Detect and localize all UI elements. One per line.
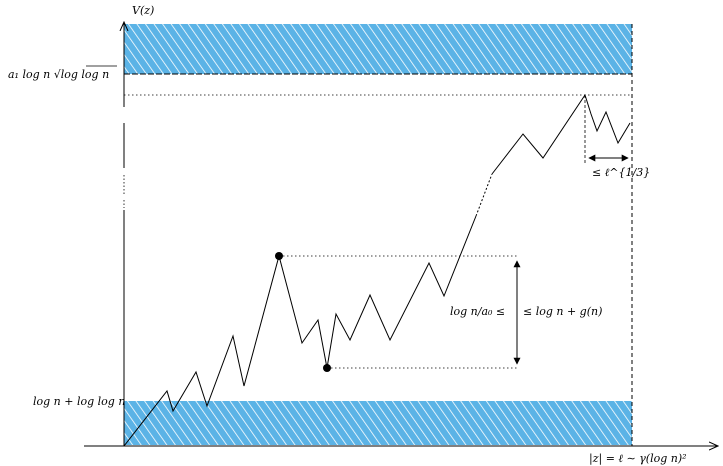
x-axis-label: |z| = ℓ ∼ γ(log n)²	[589, 452, 687, 466]
random-walk-path-dotted	[475, 173, 493, 217]
horizontal-arrow-label: ≤ ℓ^{1/3}	[592, 166, 650, 179]
vertical-arrow-right-label: ≤ log n + g(n)	[523, 305, 602, 318]
lower-hatched-band	[124, 401, 632, 445]
random-walk-path-part1	[123, 215, 477, 447]
local-max-dot	[275, 252, 283, 260]
random-walk-path-part2	[491, 93, 631, 175]
local-min-dot	[323, 364, 331, 372]
upper-hatched-band	[124, 24, 632, 74]
upper-level-label: a₁ log n √log log n	[8, 68, 109, 81]
lower-level-label: log n + log log n	[33, 395, 125, 408]
y-axis-label: V(z)	[132, 4, 154, 17]
y-axis-gap-1	[121, 107, 127, 123]
vertical-arrow-left-label: log n/a₀ ≤	[450, 305, 505, 318]
